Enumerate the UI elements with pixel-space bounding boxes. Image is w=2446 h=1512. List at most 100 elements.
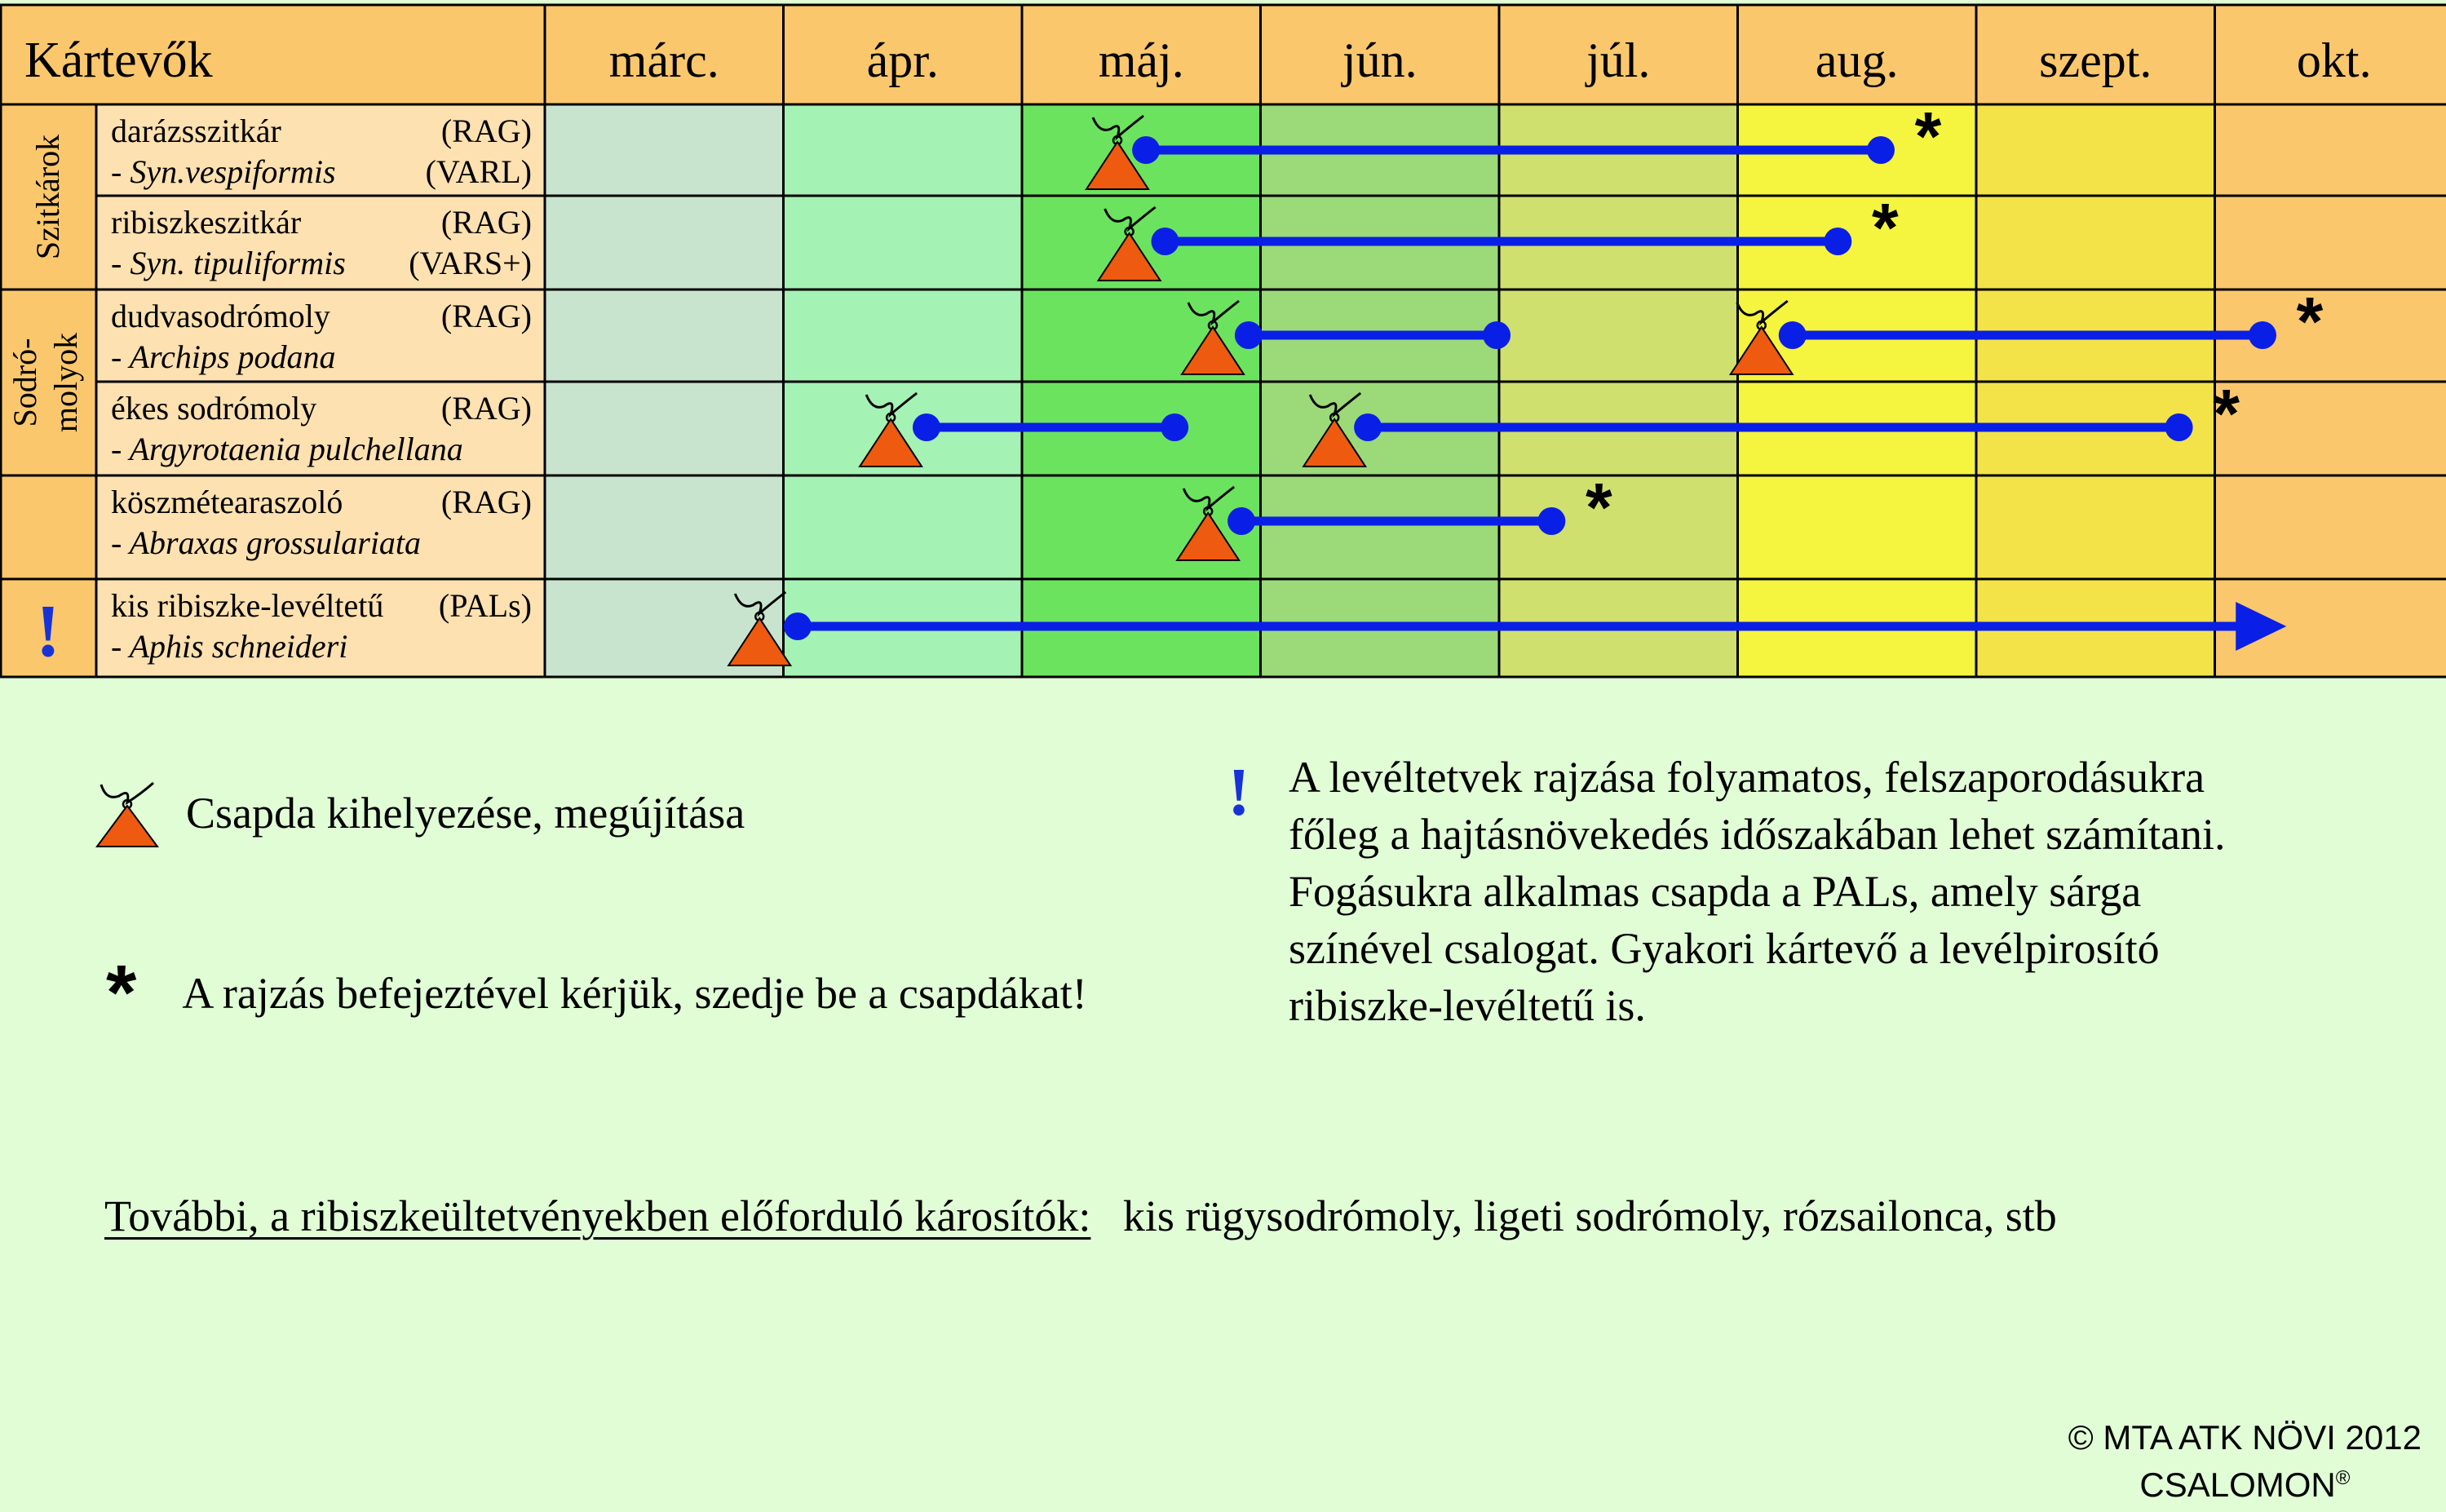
trap-hanger	[1091, 114, 1144, 141]
pest-name: dudvasodrómoly	[111, 298, 330, 334]
group-cell	[0, 104, 96, 290]
group-label: molyok	[47, 333, 84, 432]
month-column	[1022, 104, 1261, 677]
month-label: szept.	[2039, 33, 2152, 87]
group-label: Sodró-	[7, 338, 43, 427]
pest-name: ribiszkeszitkár	[111, 204, 301, 241]
pest-latin-name: - Archips podana	[111, 338, 336, 375]
trap-type: (RAG)	[441, 484, 532, 520]
other-pests-lead: További, a ribiszkeültetvényekben előfor…	[104, 1191, 1091, 1240]
activity-start-dot	[1234, 321, 1263, 349]
trap-icon	[727, 617, 793, 666]
activity-end-dot	[1824, 228, 1852, 255]
activity-start-dot	[784, 612, 812, 640]
trap-icon	[1180, 325, 1245, 375]
month-column	[2214, 104, 2446, 677]
continuous-arrow	[2236, 602, 2287, 651]
activity-end-dot	[1867, 136, 1895, 164]
month-label: júl.	[1585, 33, 1650, 87]
trap-type: (PALs)	[439, 587, 532, 624]
trap-type: (RAG)	[441, 298, 532, 334]
activity-end-dot	[1483, 321, 1511, 349]
registered-mark: ®	[2335, 1467, 2351, 1489]
group-cell	[0, 475, 96, 579]
copyright: © MTA ATK NÖVI 2012 CSALOMON®	[2068, 1417, 2422, 1505]
trap-type: (RAG)	[441, 204, 532, 241]
asterisk-icon: *	[1915, 98, 1942, 175]
pest-label-cell	[96, 382, 545, 475]
trap-type-2: (VARS+)	[409, 245, 532, 281]
pest-label-cell	[96, 579, 545, 677]
pest-label-cell	[96, 475, 545, 579]
group-cell	[0, 290, 96, 475]
month-column	[1976, 104, 2215, 677]
month-column	[783, 104, 1022, 677]
activity-end-dot	[1537, 507, 1566, 535]
activity-start-dot	[1778, 321, 1807, 349]
pest-latin-name: - Aphis schneideri	[111, 628, 347, 665]
trap-type: (RAG)	[441, 113, 532, 149]
month-label: máj.	[1099, 33, 1184, 87]
month-label: ápr.	[867, 33, 939, 87]
activity-end-dot	[2165, 413, 2193, 441]
trap-icon	[1096, 232, 1162, 281]
legend-trap-text: Csapda kihelyezése, megújítása	[186, 789, 745, 838]
copyright-line1: © MTA ATK NÖVI 2012	[2068, 1418, 2422, 1457]
other-pests-list: kis rügysodrómoly, ligeti sodrómoly, róz…	[1122, 1191, 2057, 1240]
pest-label-cell	[96, 290, 545, 382]
trap-icon	[858, 418, 923, 467]
month-column	[545, 104, 784, 677]
month-column	[1737, 104, 1976, 677]
exclamation-icon: !	[36, 589, 61, 672]
trap-hanger	[865, 391, 918, 418]
trap-hanger	[1308, 391, 1362, 418]
trap-icon	[1175, 511, 1241, 561]
header-title: Kártevők	[24, 33, 213, 88]
pest-name: köszmétearaszoló	[111, 484, 343, 520]
group-label: Szitkárok	[29, 135, 66, 259]
month-label: aug.	[1816, 33, 1899, 87]
month-label: márc.	[609, 33, 719, 87]
trap-icon	[95, 781, 159, 847]
activity-start-dot	[1151, 228, 1179, 255]
month-column	[1260, 104, 1499, 677]
activity-start-dot	[1354, 413, 1382, 441]
trap-hanger	[733, 590, 787, 617]
pest-label-cell	[96, 196, 545, 290]
pest-latin-name: - Syn.vespiformis	[111, 153, 336, 190]
legend-trap: Csapda kihelyezése, megújítása	[95, 776, 745, 850]
activity-start-dot	[1227, 507, 1256, 535]
pest-label-cell	[96, 104, 545, 196]
trap-icon	[1085, 140, 1150, 190]
legend-star-text: A rajzás befejeztével kérjük, szedje be …	[182, 969, 1087, 1018]
pest-name: kis ribiszke-levéltetű	[111, 587, 383, 624]
trap-hanger	[1187, 299, 1240, 326]
trap-type-2: (VARL)	[426, 153, 532, 190]
pest-latin-name: - Syn. tipuliformis	[111, 245, 346, 281]
trap-icon	[1302, 418, 1368, 467]
aphid-note: A levéltetvek rajzása folyamatos, felsza…	[1289, 753, 2226, 1030]
trap-hanger	[1104, 206, 1157, 232]
header-background	[0, 5, 2446, 104]
copyright-line2: CSALOMON	[2139, 1466, 2336, 1504]
trap-icon	[1728, 325, 1794, 375]
trap-hanger	[1182, 485, 1236, 512]
group-cell	[0, 579, 96, 677]
legend-star: * A rajzás befejeztével kérjük, szedje b…	[106, 954, 1087, 1032]
trap-type: (RAG)	[441, 390, 532, 427]
activity-start-dot	[1132, 136, 1161, 164]
month-column	[1499, 104, 1738, 677]
activity-start-dot	[913, 413, 940, 441]
phenology-chart: Kártevők márc. ápr. máj. jún. júl. aug. szept. o…	[0, 3, 2446, 679]
trap-hanger	[1736, 299, 1789, 326]
asterisk-icon: *	[2213, 375, 2240, 452]
asterisk-icon: *	[1586, 469, 1612, 546]
month-label: okt.	[2297, 33, 2372, 87]
activity-end-dot	[2249, 321, 2276, 349]
pest-latin-name: - Argyrotaenia pulchellana	[111, 431, 463, 467]
pest-latin-name: - Abraxas grossulariata	[111, 524, 421, 561]
other-pests: További, a ribiszkeültetvényekben előfor…	[104, 1191, 2057, 1241]
asterisk-icon: *	[2297, 283, 2324, 360]
asterisk-icon: *	[1872, 189, 1899, 266]
pest-name: ékes sodrómoly	[111, 390, 316, 427]
